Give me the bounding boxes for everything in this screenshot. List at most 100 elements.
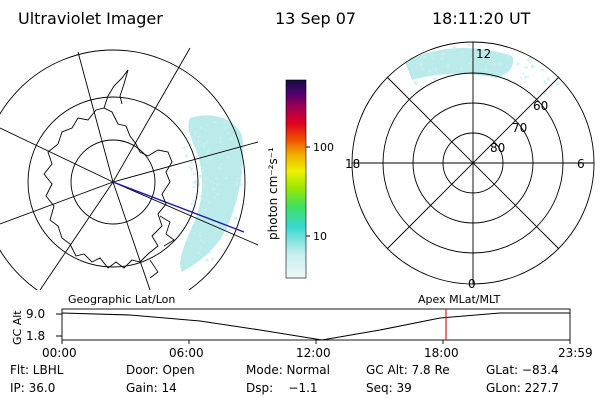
aurora-speck <box>190 167 193 170</box>
aurora-speck <box>492 62 496 66</box>
aurora-speck <box>422 68 424 70</box>
aurora-speck <box>230 214 233 217</box>
aurora-speck <box>224 176 228 180</box>
aurora-speck <box>197 183 201 186</box>
aurora-speck <box>193 232 196 234</box>
timeline-ytick-9: 9.0 <box>26 307 45 321</box>
aurora-speck <box>204 208 207 212</box>
aurora-speck <box>468 61 472 65</box>
aurora-speck <box>206 193 209 196</box>
timeline-xtick-0600: 06:00 <box>169 346 204 360</box>
aurora-speck <box>423 55 426 59</box>
aurora-speck <box>522 72 525 75</box>
aurora-speck <box>192 172 197 176</box>
aurora-speck <box>507 56 510 59</box>
aurora-speck <box>219 140 222 144</box>
aurora-speck <box>185 154 189 158</box>
aurora-speck <box>218 136 222 140</box>
aurora-speck <box>194 130 198 134</box>
current-longitude-line <box>112 181 245 233</box>
geographic-map-panel <box>0 47 258 290</box>
timeline-xtick-2359: 23:59 <box>558 346 593 360</box>
timeline-xtick-0000: 00:00 <box>42 346 77 360</box>
aurora-speck <box>441 52 445 55</box>
aurora-speck <box>438 74 441 76</box>
aurora-speck <box>416 81 419 84</box>
aurora-speck <box>446 68 449 71</box>
peninsula-coastline <box>103 69 129 109</box>
aurora-speck <box>201 165 204 169</box>
aurora-speck <box>214 222 218 225</box>
aurora-speck <box>188 165 191 169</box>
aurora-speck <box>452 45 457 50</box>
aurora-speck <box>190 244 193 247</box>
aurora-speck <box>208 201 210 204</box>
aurora-speck <box>193 180 197 184</box>
aurora-speck <box>216 192 220 196</box>
aurora-speck <box>192 199 195 202</box>
aurora-speck <box>419 62 424 67</box>
aurora-speck <box>427 70 431 73</box>
aurora-speck <box>226 132 230 135</box>
aurora-speck <box>219 187 221 190</box>
aurora-speck <box>542 75 544 77</box>
aurora-speck <box>481 68 483 71</box>
aurora-speck <box>205 177 209 181</box>
mlt-label-6: 6 <box>577 157 585 171</box>
aurora-speck <box>211 257 215 261</box>
aurora-speck <box>217 166 221 170</box>
aurora-speck <box>440 57 444 60</box>
aurora-speck <box>197 135 201 138</box>
aurora-glow-right <box>405 48 514 80</box>
aurora-speck <box>192 143 195 145</box>
aurora-speck <box>195 244 198 246</box>
aurora-speck <box>429 53 432 57</box>
aurora-speck <box>219 248 222 251</box>
longitude-lines <box>0 47 258 290</box>
aurora-speck <box>418 61 421 64</box>
orbit-timeline: Geographic Lat/Lon Apex MLat/MLT GC Alt … <box>11 293 593 360</box>
aurora-speck <box>542 102 545 105</box>
aurora-speck <box>206 124 208 126</box>
status-door: Door: Open <box>126 363 195 377</box>
aurora-speck <box>199 232 201 234</box>
aurora-speck <box>422 69 425 72</box>
aurora-speck <box>520 76 523 79</box>
aurora-speck <box>524 65 528 69</box>
aurora-speck <box>484 68 488 71</box>
aurora-speck <box>202 241 206 244</box>
aurora-speck <box>222 196 225 200</box>
date-label: 13 Sep 07 <box>275 9 356 28</box>
aurora-speck <box>547 96 549 98</box>
colorbar: 100 10 photon cm⁻²s⁻¹ <box>266 79 334 279</box>
aurora-speck <box>215 204 218 206</box>
mlat-label-80: 80 <box>490 141 505 155</box>
status-seq: Seq: 39 <box>366 381 412 395</box>
aurora-speck <box>467 43 471 47</box>
aurora-speck <box>206 139 209 142</box>
aurora-speck <box>480 53 483 57</box>
aurora-speck <box>223 218 226 221</box>
aurora-speck <box>208 251 211 254</box>
colorbar-tick-100: 100 <box>313 141 334 154</box>
aurora-speck <box>515 61 517 63</box>
aurora-speck <box>445 63 450 67</box>
aurora-speck <box>216 229 218 232</box>
aurora-speck <box>209 180 212 184</box>
aurora-speck <box>200 169 204 173</box>
aurora-speck <box>199 143 201 145</box>
aurora-speck <box>199 126 203 130</box>
aurora-speck <box>218 155 222 159</box>
aurora-speck <box>236 177 239 180</box>
aurora-speck <box>433 77 437 81</box>
antarctica-coastline <box>43 107 173 269</box>
aurora-speck <box>181 226 185 229</box>
aurora-speck <box>235 181 239 185</box>
timeline-right-title: Apex MLat/MLT <box>418 293 501 306</box>
aurora-speck <box>204 128 207 131</box>
aurora-speck <box>536 92 539 95</box>
aurora-speck <box>212 187 216 191</box>
aurora-speck <box>221 215 224 217</box>
